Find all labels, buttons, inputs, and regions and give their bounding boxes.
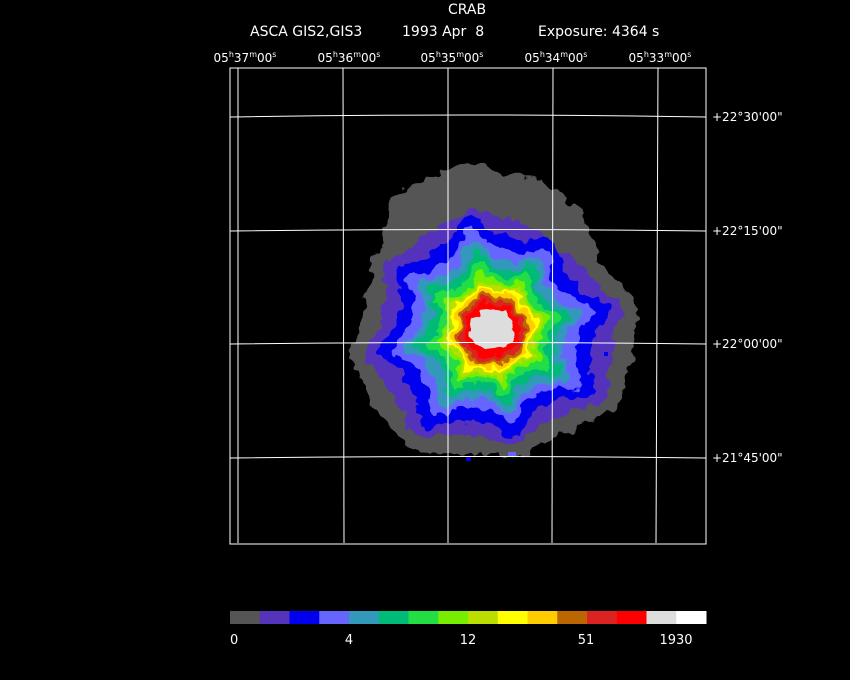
dec-axis-labels: +22°30'00" +22°15'00" +22°00'00" +21°45'00": [712, 110, 783, 465]
emission-outskirts: [378, 160, 600, 268]
colorbar-swatch: [259, 611, 290, 624]
colorbar-swatch: [378, 611, 409, 624]
colorbar-swatch: [527, 611, 558, 624]
colorbar-swatch: [557, 611, 588, 624]
colorbar-swatch: [230, 611, 261, 624]
colorbar-swatch: [676, 611, 707, 624]
ra-tick-label: 05h37m00s: [214, 50, 277, 65]
colorbar-tick-label: 12: [460, 633, 477, 648]
instrument-label: ASCA GIS2,GIS3: [250, 24, 362, 40]
coordinate-grid: [229, 67, 707, 545]
colorbar-swatch: [616, 611, 647, 624]
colorbar-swatch: [349, 611, 380, 624]
dec-tick-label: +21°45'00": [712, 451, 783, 465]
ra-axis-labels: 05h37m00s 05h36m00s 05h35m00s 05h34m00s 05h3…: [214, 50, 692, 65]
colorbar-swatch: [646, 611, 677, 624]
colorbar-tick-label: 51: [578, 633, 595, 648]
colorbar-swatch: [289, 611, 320, 624]
exposure-label: Exposure: 4364 s: [538, 24, 659, 40]
colorbar-swatch: [468, 611, 499, 624]
ra-tick-label: 05h35m00s: [421, 50, 484, 65]
colorbar-swatch: [319, 611, 350, 624]
ra-tick-label: 05h36m00s: [318, 50, 381, 65]
emission-contour-level: [470, 308, 515, 351]
observation-date: 1993 Apr 8: [402, 24, 484, 40]
colorbar-tick-label: 4: [345, 633, 353, 648]
dec-tick-label: +22°00'00": [712, 337, 783, 351]
colorbar-swatch: [497, 611, 528, 624]
colorbar-swatch: [438, 611, 469, 624]
colorbar: 0 4 12 51 1930: [230, 611, 707, 648]
dec-tick-label: +22°30'00": [712, 110, 783, 124]
colorbar-swatch: [408, 611, 439, 624]
ra-tick-label: 05h33m00s: [629, 50, 692, 65]
colorbar-tick-label: 1930: [659, 633, 692, 648]
colorbar-swatch: [587, 611, 618, 624]
image-frame: [230, 68, 706, 544]
ra-tick-label: 05h34m00s: [525, 50, 588, 65]
image-title: CRAB: [448, 2, 486, 18]
colorbar-tick-label: 0: [230, 633, 238, 648]
dec-tick-label: +22°15'00": [712, 224, 783, 238]
